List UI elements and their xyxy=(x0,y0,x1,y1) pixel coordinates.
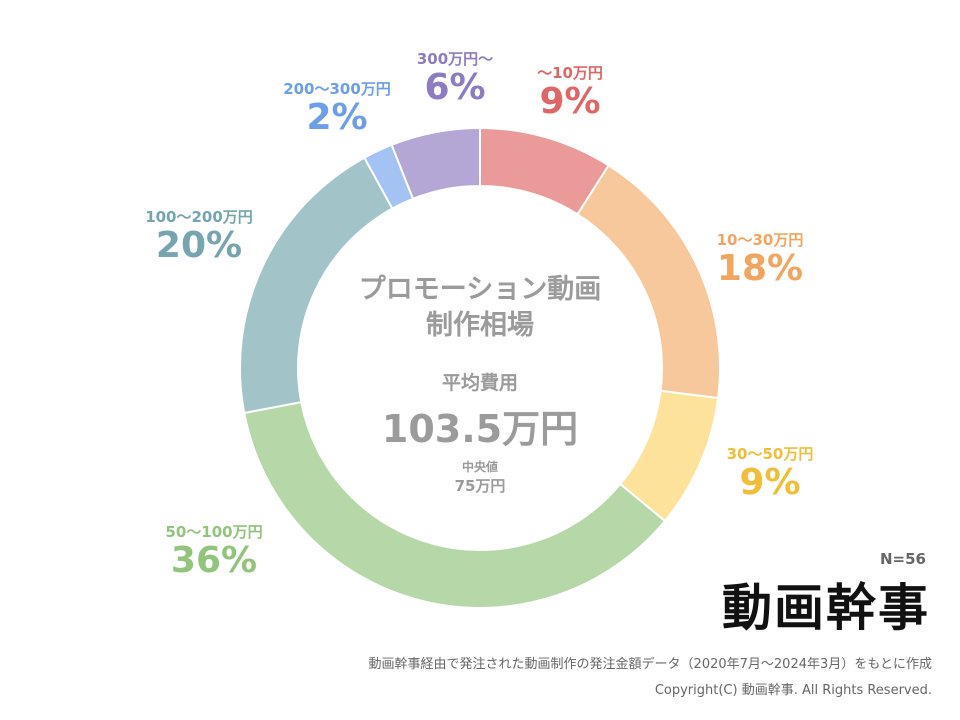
logo-text: 動画幹事 xyxy=(722,579,930,637)
slice-percent-label: 20% xyxy=(155,225,243,266)
slice-category-label: 300万円～ xyxy=(416,50,494,68)
slice-percent-label: 9% xyxy=(739,462,801,503)
slice-percent-label: 18% xyxy=(716,248,804,289)
slice-category-label: 10～30万円 xyxy=(716,231,804,249)
slice-category-label: 30～50万円 xyxy=(726,445,814,463)
slice-category-label: 50～100万円 xyxy=(165,523,263,541)
slice-category-label: 200～300万円 xyxy=(283,80,391,98)
copyright: Copyright(C) 動画幹事. All Rights Reserved. xyxy=(654,683,932,698)
slice-label-3: 50～100万円 36% xyxy=(144,523,284,581)
donut-slice-3 xyxy=(243,400,667,609)
slice-label-6: 300万円～ 6% xyxy=(395,50,515,108)
logo: 動画幹事 xyxy=(722,568,930,640)
average-label: 平均費用 xyxy=(441,372,518,394)
slice-label-5: 200～300万円 2% xyxy=(262,80,412,138)
source-note: 動画幹事経由で発注された動画制作の発注金額データ（2020年7月～2024年3月… xyxy=(368,657,932,672)
slice-category-label: 100～200万円 xyxy=(145,208,253,226)
slice-label-2: 30～50万円 9% xyxy=(705,445,835,503)
median-value: 75万円 xyxy=(454,477,506,495)
slice-percent-label: 9% xyxy=(539,81,601,122)
center-title: プロモーション動画 制作相場 xyxy=(358,274,602,341)
slice-percent-label: 6% xyxy=(424,67,486,108)
slice-label-1: 10～30万円 18% xyxy=(695,231,825,289)
sample-size: N=56 xyxy=(880,550,926,568)
slice-percent-label: 36% xyxy=(170,540,258,581)
slice-label-4: 100～200万円 20% xyxy=(124,208,274,266)
median-label: 中央値 xyxy=(461,460,498,474)
slice-category-label: ～10万円 xyxy=(537,64,603,82)
slice-label-0: ～10万円 9% xyxy=(510,64,630,122)
average-value: 103.5万円 xyxy=(381,407,579,451)
slice-percent-label: 2% xyxy=(306,97,368,138)
donut-slice-6 xyxy=(390,126,481,201)
